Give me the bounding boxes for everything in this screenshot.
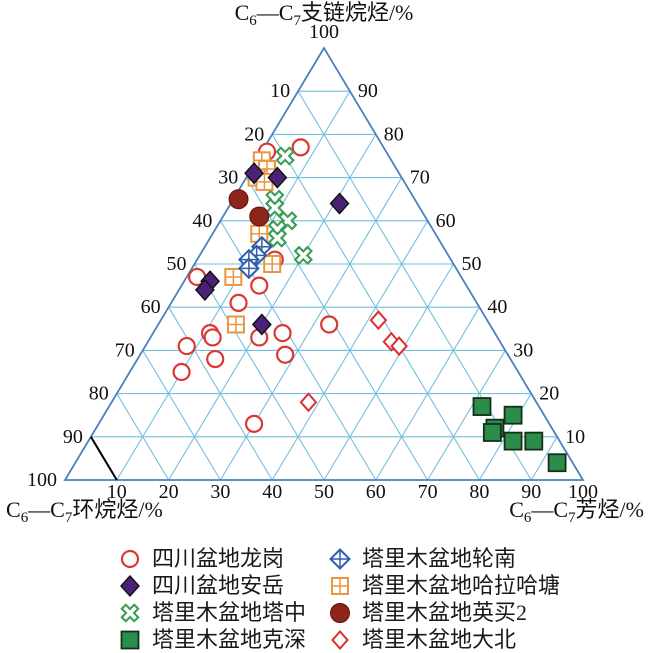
svg-text:40: 40 (262, 481, 282, 503)
svg-text:60: 60 (366, 481, 386, 503)
svg-text:100: 100 (309, 21, 339, 43)
svg-text:30: 30 (513, 339, 533, 361)
series-yingmai2 (228, 189, 270, 227)
open-diamond-icon (331, 629, 349, 650)
open-circle-icon (120, 549, 140, 568)
legend-label: 塔里木盆地克深 (152, 627, 307, 652)
svg-text:90: 90 (521, 481, 541, 503)
svg-text:40: 40 (192, 210, 212, 232)
tick-labels: 10 20 30 40 50 60 70 80 90 1001020304050607080901… (27, 21, 598, 503)
legend-label: 塔里木盆地大北 (362, 627, 517, 652)
legend-item-dabei: 塔里木盆地大北 (328, 626, 560, 653)
svg-text:20: 20 (244, 123, 264, 145)
series-anyue (194, 162, 350, 336)
legend-item-longgang: 四川盆地龙岗 (118, 545, 328, 572)
legend-label: 四川盆地龙岗 (152, 546, 285, 571)
svg-text:50: 50 (167, 253, 187, 275)
legend: 四川盆地龙岗 四川盆地安岳 塔里木盆地塔中 塔里木盆地克深 塔里木盆地轮南 (0, 543, 650, 653)
svg-text:100: 100 (568, 481, 598, 503)
svg-text:80: 80 (89, 383, 109, 405)
svg-text:10: 10 (107, 481, 127, 503)
svg-text:50: 50 (462, 253, 482, 275)
legend-item-halahatang: 塔里木盆地哈拉哈塘 (328, 572, 560, 599)
legend-label: 塔里木盆地哈拉哈塘 (362, 573, 561, 598)
svg-text:90: 90 (63, 426, 83, 448)
svg-text:30: 30 (218, 167, 238, 189)
legend-label: 四川盆地安岳 (152, 573, 285, 598)
legend-label: 塔里木盆地轮南 (362, 546, 517, 571)
filled-circle-icon (330, 602, 350, 623)
svg-text:60: 60 (141, 296, 161, 318)
svg-text:40: 40 (487, 296, 507, 318)
legend-item-keshen: 塔里木盆地克深 (118, 626, 328, 653)
triangle-outline (63, 46, 585, 481)
filled-square-icon (120, 630, 140, 649)
cross-x-icon (120, 602, 140, 623)
svg-text:80: 80 (469, 481, 489, 503)
svg-text:70: 70 (418, 481, 438, 503)
bottom-left-axis-label: C6—C7环烷烃/% (6, 497, 163, 526)
svg-text:50: 50 (314, 481, 334, 503)
svg-text:20: 20 (159, 481, 179, 503)
series-tazhong (265, 146, 313, 266)
grid-square-icon (331, 576, 349, 595)
series-keshen (472, 397, 567, 473)
top-axis-label: C6—C7支链烷烃/% (235, 0, 414, 29)
crossed-diamond-icon (329, 547, 351, 570)
series-lunnan (237, 235, 273, 280)
svg-text:80: 80 (384, 123, 404, 145)
svg-text:20: 20 (539, 383, 559, 405)
legend-item-tazhong: 塔里木盆地塔中 (118, 599, 328, 626)
svg-text:60: 60 (436, 210, 456, 232)
legend-label: 塔里木盆地英买2 (362, 600, 528, 625)
legend-column-left: 四川盆地龙岗 四川盆地安岳 塔里木盆地塔中 塔里木盆地克深 (118, 545, 328, 653)
svg-text:10: 10 (565, 426, 585, 448)
filled-diamond-icon (120, 574, 140, 597)
svg-text:70: 70 (410, 167, 430, 189)
svg-text:100: 100 (27, 469, 57, 491)
series-dabei (299, 310, 408, 413)
bottom-right-axis-label: C6—C7芳烃/% (509, 497, 644, 526)
ternary-plot-svg: 10 20 30 40 50 60 70 80 90 1001020304050607080901… (6, 0, 644, 526)
svg-text:90: 90 (358, 80, 378, 102)
svg-text:10: 10 (270, 80, 290, 102)
legend-item-anyue: 四川盆地安岳 (118, 572, 328, 599)
legend-column-right: 塔里木盆地轮南 塔里木盆地哈拉哈塘 塔里木盆地英买2 塔里木盆地大北 (328, 545, 560, 653)
svg-text:70: 70 (115, 339, 135, 361)
svg-text:30: 30 (210, 481, 230, 503)
annotation-line (90, 436, 118, 481)
legend-label: 塔里木盆地塔中 (152, 600, 307, 625)
grid-lines (90, 90, 558, 481)
legend-item-lunnan: 塔里木盆地轮南 (328, 545, 560, 572)
legend-item-yingmai2: 塔里木盆地英买2 (328, 599, 560, 626)
